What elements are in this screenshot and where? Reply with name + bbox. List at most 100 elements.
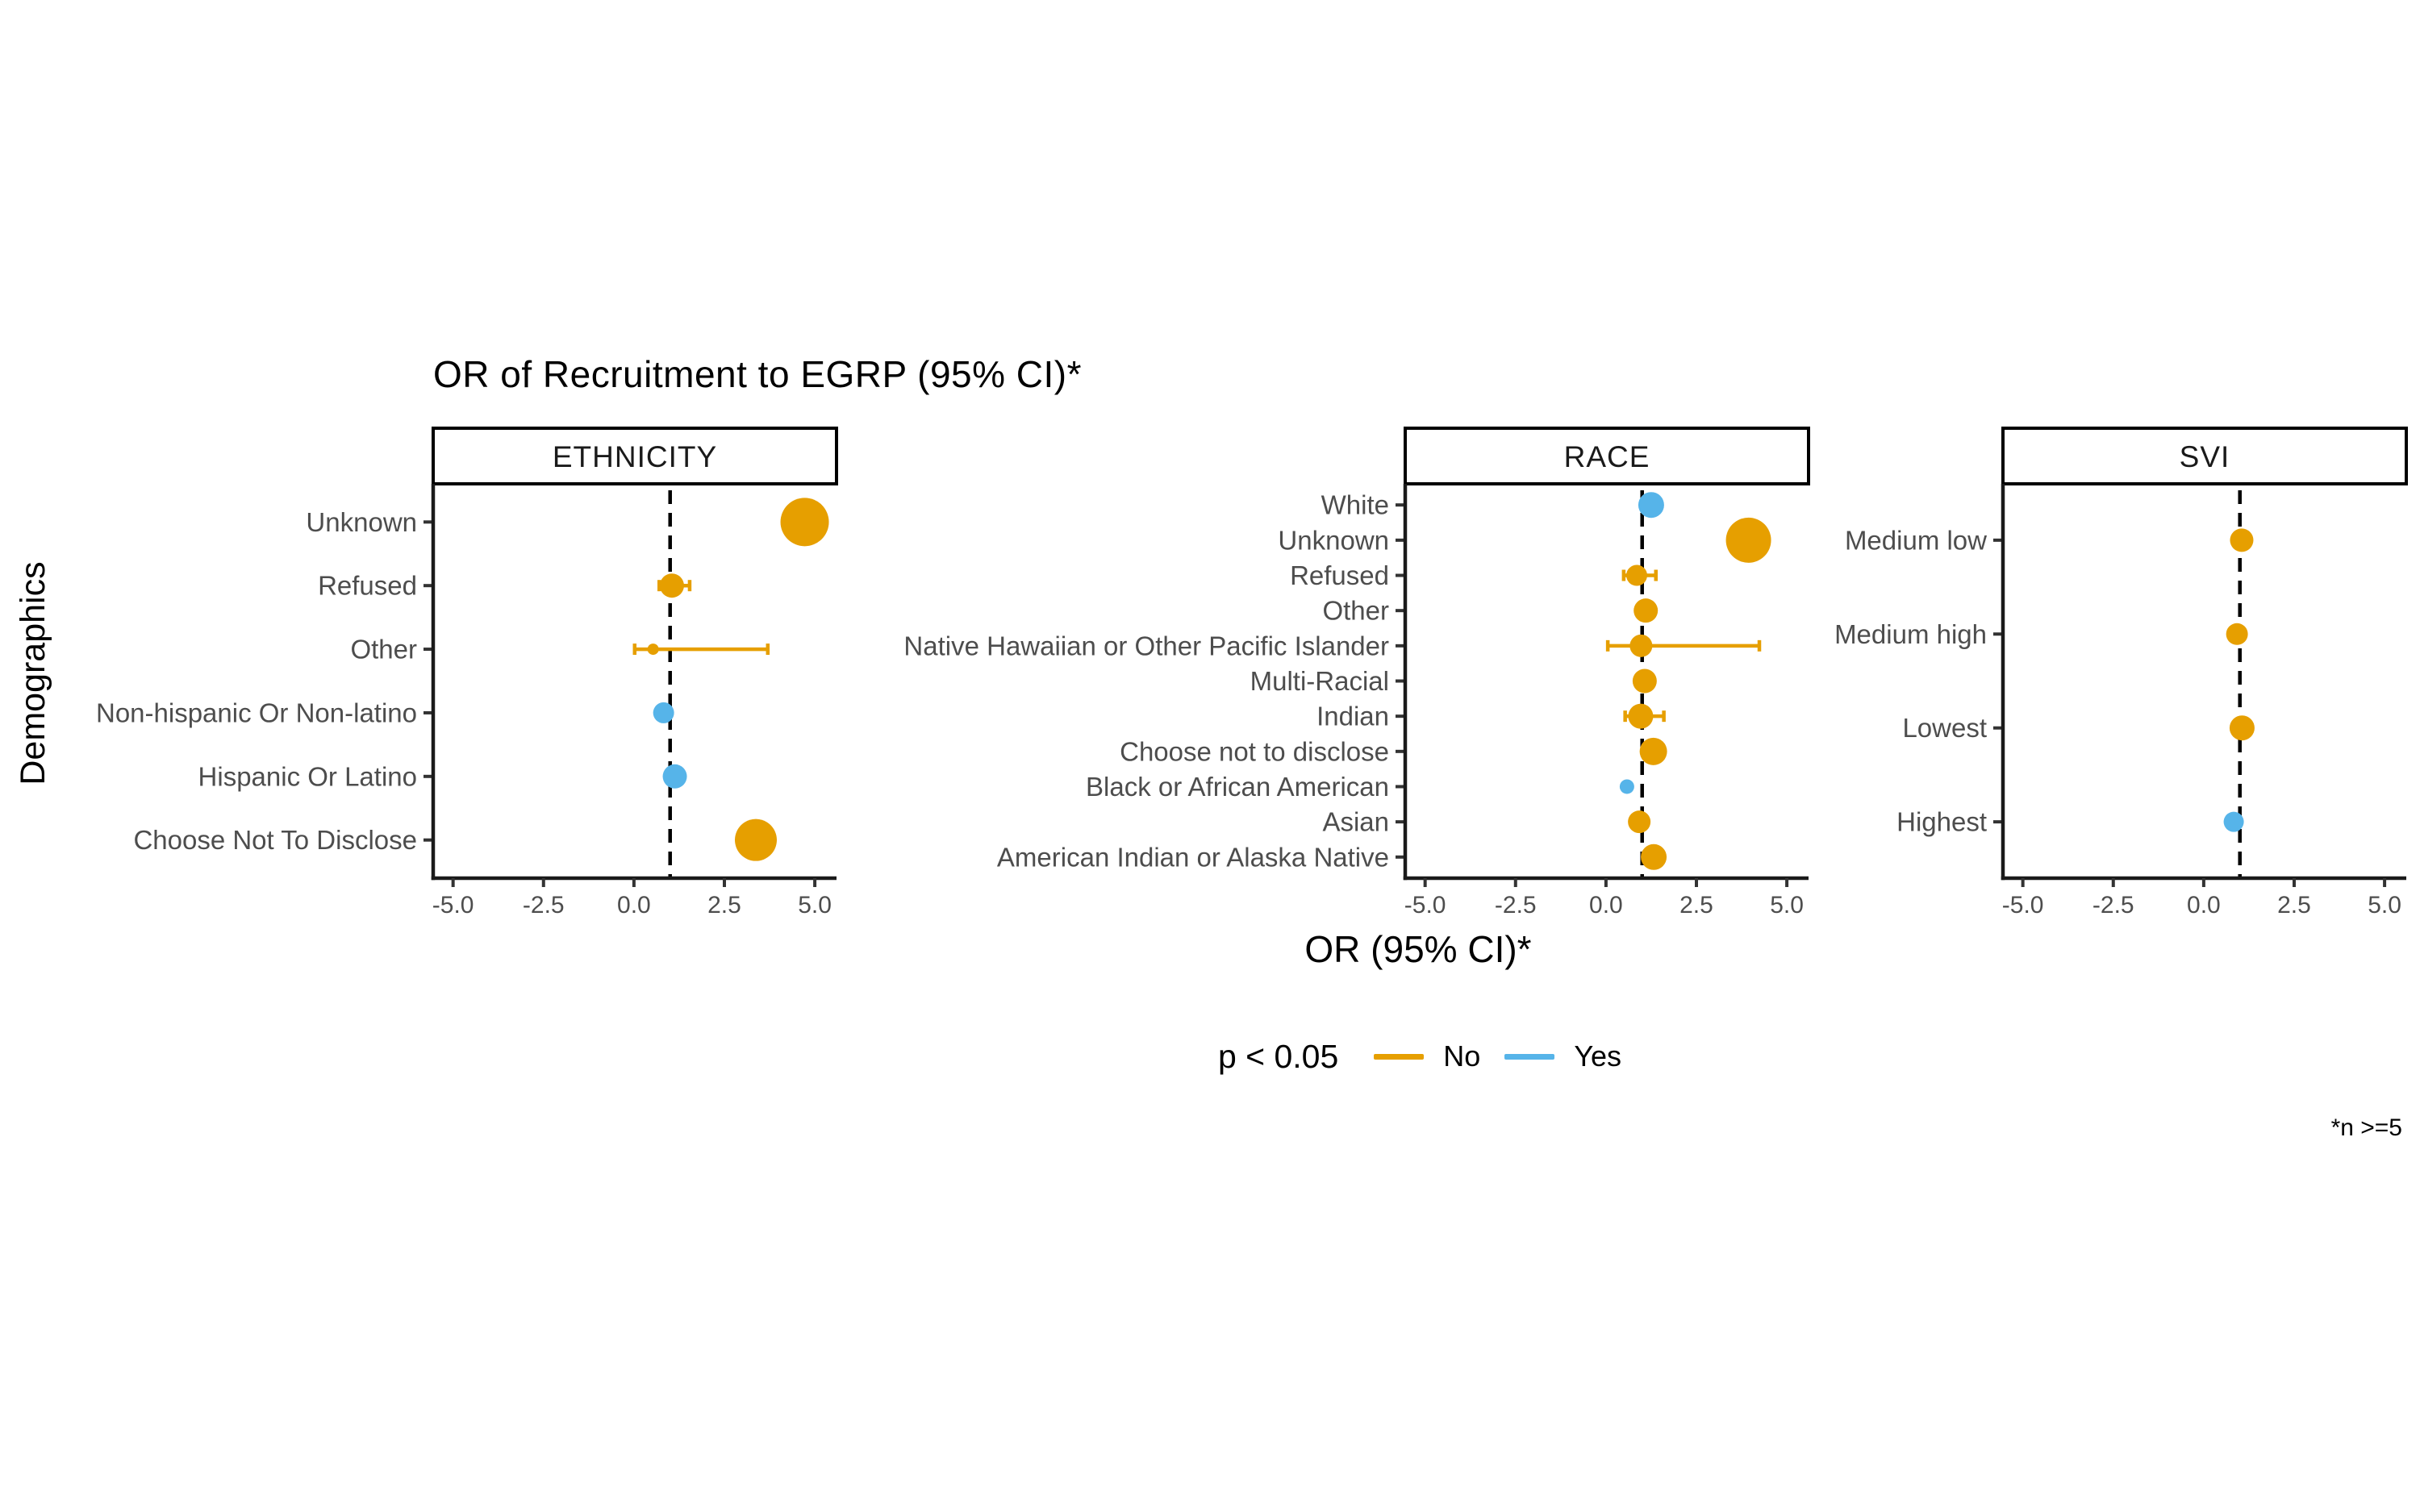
category-label: Lowest <box>1902 713 1987 743</box>
x-tick-label: -2.5 <box>1495 892 1537 918</box>
facet-panel-svi: SVI Medium low Medium high Lowest Highest -5.… <box>1834 427 2408 918</box>
x-tick-label: -2.5 <box>523 892 565 918</box>
legend-key-yes-line <box>1504 1053 1555 1060</box>
row-asian: Asian <box>1322 807 1651 837</box>
x-tick-label: -2.5 <box>2092 892 2134 918</box>
row-refused: Refused <box>1290 560 1659 590</box>
or-point <box>1619 779 1634 794</box>
row-choose-not-to-disclose: Choose Not To Disclose <box>133 818 777 861</box>
legend: p < 0.05 No Yes <box>1097 1032 1742 1081</box>
row-american-indian-or-alaska-native: American Indian or Alaska Native <box>997 842 1667 872</box>
category-label: Highest <box>1896 807 1987 837</box>
y-axis-title: Demographics <box>14 561 52 785</box>
legend-title: p < 0.05 <box>1217 1037 1339 1075</box>
x-tick-label: 5.0 <box>2368 892 2401 918</box>
category-label: Medium low <box>1845 525 1987 555</box>
x-tick-label: 5.0 <box>1770 892 1804 918</box>
row-medium-high: Medium high <box>1834 619 2248 649</box>
x-tick-label: -5.0 <box>2002 892 2044 918</box>
facet-strip-svi <box>2001 427 2408 485</box>
category-label: Refused <box>318 571 417 601</box>
legend-label-yes: Yes <box>1574 1039 1622 1073</box>
category-label: American Indian or Alaska Native <box>997 842 1389 872</box>
x-tick-label: 2.5 <box>707 892 741 918</box>
row-other: Other <box>1322 596 1659 626</box>
or-point <box>2230 528 2254 552</box>
x-axis-title: OR (95% CI)* <box>1304 928 1532 970</box>
row-highest: Highest <box>1896 807 2244 837</box>
legend-key-no-line <box>1374 1053 1425 1060</box>
category-label: Refused <box>1290 560 1389 590</box>
or-point <box>780 498 829 547</box>
facet-strip-label: SVI <box>2180 440 2230 473</box>
footnote: *n >=5 <box>2330 1114 2402 1141</box>
category-label: Choose Not To Disclose <box>133 825 417 855</box>
facet-strip-label: ETHNICITY <box>553 440 717 473</box>
or-point <box>2226 623 2248 645</box>
category-label: Asian <box>1322 807 1389 837</box>
facet-strip-label: RACE <box>1564 440 1650 473</box>
row-lowest: Lowest <box>1902 713 2255 743</box>
or-point <box>1725 517 1771 563</box>
category-label: Black or African American <box>1086 772 1389 802</box>
legend-label-no: No <box>1443 1039 1481 1073</box>
row-unknown: Unknown <box>1278 517 1771 563</box>
row-black-or-african-american: Black or African American <box>1086 772 1634 802</box>
category-label: Medium high <box>1834 619 1987 649</box>
legend-item-no: No <box>1374 1039 1480 1073</box>
row-choose-not-to-disclose: Choose not to disclose <box>1120 736 1667 766</box>
row-multi-racial: Multi-Racial <box>1250 666 1657 696</box>
x-tick-label: 0.0 <box>2187 892 2221 918</box>
x-tick-label: 5.0 <box>798 892 832 918</box>
or-point <box>1634 598 1659 623</box>
or-point <box>1625 564 1647 586</box>
facet-panel-ethnicity: ETHNICITY Unknown Refused Other Non-hispanic… <box>96 427 838 918</box>
row-hispanic-or-latino: Hispanic Or Latino <box>198 761 687 791</box>
category-label: Non-hispanic Or Non-latino <box>96 698 417 727</box>
category-label: Hispanic Or Latino <box>198 761 417 791</box>
or-point <box>647 644 659 656</box>
row-medium-low: Medium low <box>1845 525 2254 555</box>
chart-title: OR of Recruitment to EGRP (95% CI)* <box>433 353 1083 395</box>
or-point <box>1632 669 1657 694</box>
category-label: Choose not to disclose <box>1120 736 1389 766</box>
category-label: Native Hawaiian or Other Pacific Islande… <box>903 631 1389 660</box>
row-indian: Indian <box>1316 702 1666 731</box>
or-point <box>2223 811 2244 832</box>
row-white: White <box>1321 490 1664 520</box>
category-label: Other <box>350 635 417 664</box>
category-label: Unknown <box>306 507 417 537</box>
row-native-hawaiian-or-other-pacific-islander: Native Hawaiian or Other Pacific Islande… <box>903 631 1762 660</box>
legend-item-yes: Yes <box>1504 1039 1621 1073</box>
x-tick-label: 2.5 <box>1679 892 1713 918</box>
or-point <box>1641 843 1667 870</box>
or-point <box>1628 703 1654 729</box>
or-point <box>735 818 777 861</box>
category-label: Multi-Racial <box>1250 666 1389 696</box>
x-tick-label: 0.0 <box>1589 892 1623 918</box>
x-tick-label: -5.0 <box>1404 892 1446 918</box>
x-tick-label: -5.0 <box>432 892 474 918</box>
or-point <box>1629 634 1653 657</box>
facet-panel-race: RACE White Unknown Refused Other Native Hawai… <box>903 427 1810 918</box>
x-tick-label: 2.5 <box>2277 892 2311 918</box>
row-unknown: Unknown <box>306 498 829 547</box>
or-point <box>1628 810 1651 834</box>
or-point <box>653 702 674 723</box>
row-refused: Refused <box>318 571 692 601</box>
row-non-hispanic-or-non-latino: Non-hispanic Or Non-latino <box>96 698 674 727</box>
or-point <box>1638 492 1664 519</box>
x-tick-label: 0.0 <box>617 892 651 918</box>
facet-strip-ethnicity <box>432 427 838 485</box>
row-other: Other <box>350 635 770 664</box>
facet-strip-race <box>1404 427 1810 485</box>
or-point <box>662 764 687 789</box>
category-label: Other <box>1322 596 1389 626</box>
or-point <box>659 573 684 598</box>
category-label: Unknown <box>1278 525 1389 555</box>
category-label: Indian <box>1316 702 1389 731</box>
or-point <box>1639 737 1667 765</box>
or-point <box>2229 715 2255 741</box>
